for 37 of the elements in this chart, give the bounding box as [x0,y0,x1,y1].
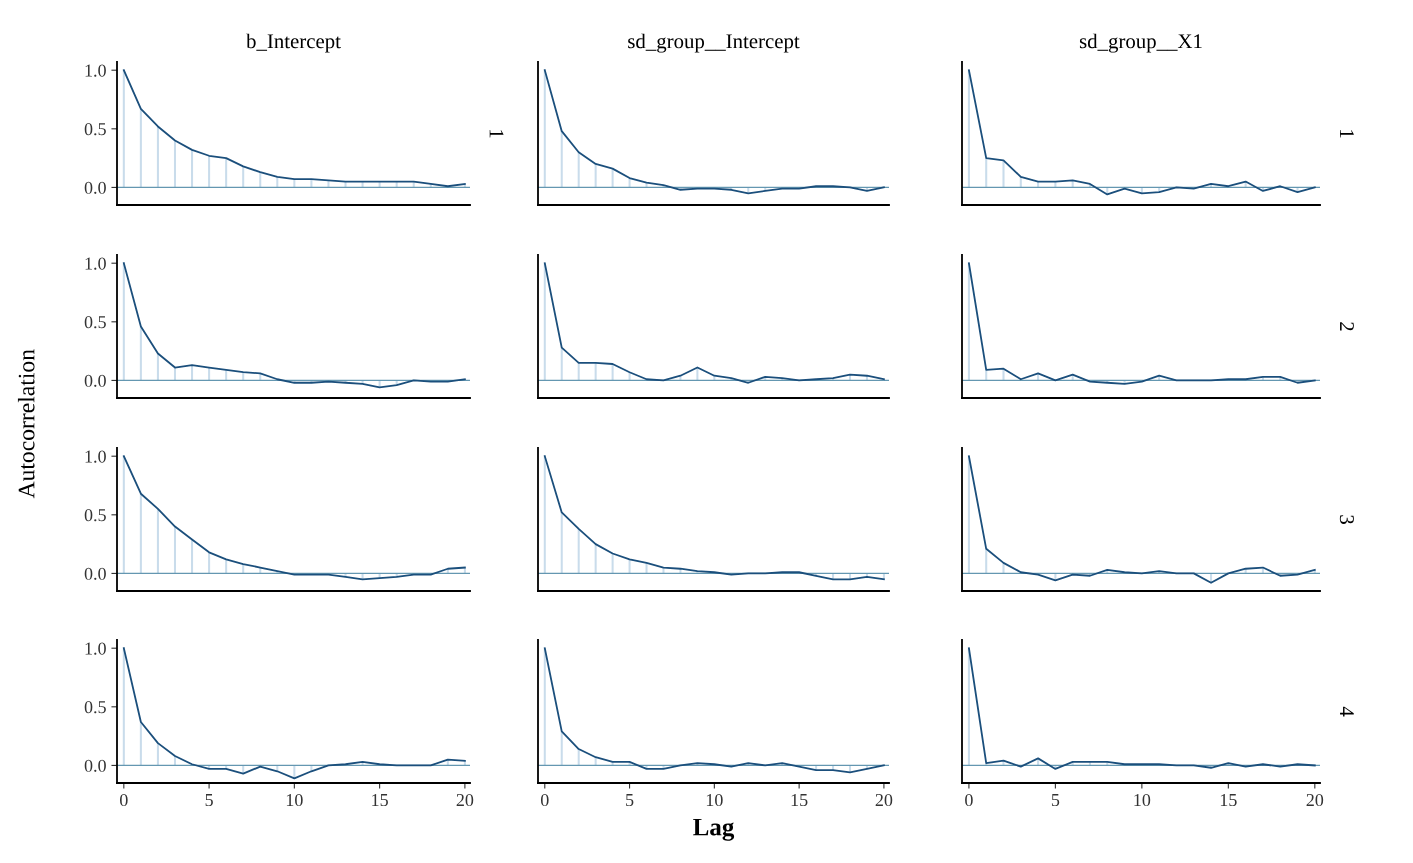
y-tick-label: 0.5 [84,123,106,136]
chart-title: sd_group__X1 [1079,33,1202,53]
x-tick-label: 10 [706,793,723,807]
y-tick-label: 1.0 [85,642,106,655]
x-tick-label: 0 [965,793,973,807]
chart-title: sd_group__Intercept [628,33,800,53]
y-tick-label: 0.0 [84,181,106,194]
x-axis-title: Lag [693,818,735,841]
y-tick-label: 1.0 [85,257,106,270]
y-tick-label: 0.0 [84,567,106,580]
x-tick-label: 5 [626,794,634,807]
y-tick-label: 0.5 [84,316,106,329]
x-tick-label: 15 [791,794,808,807]
y-tick-label: 0.5 [84,701,106,714]
y-tick-label: 0.0 [84,374,106,387]
y-tick-label: 1.0 [85,64,106,77]
chart-title: b_Intercept [246,33,341,53]
x-tick-label: 5 [205,794,213,807]
y-tick-label: 1.0 [85,450,106,463]
y-tick-label: 0.0 [84,759,106,772]
y2-axis-title: 1 [1340,130,1354,138]
x-tick-label: 10 [1134,793,1151,807]
y-axis-title: Autocorrelation [17,349,35,499]
y2-axis-title: 3 [1339,515,1354,524]
x-tick-label: 20 [456,793,474,807]
y2-axis-title: 4 [1340,706,1354,717]
y-tick-label: 0.5 [84,509,106,522]
x-tick-label: 15 [1220,794,1237,807]
x-tick-label: 0 [540,793,549,807]
x-tick-label: 0 [120,793,128,807]
x-tick-label: 5 [1051,794,1060,807]
x-tick-label: 20 [1306,793,1324,807]
y2-axis-title: 1 [489,130,504,138]
x-tick-label: 10 [286,793,303,807]
x-tick-label: 20 [875,793,893,807]
x-tick-label: 15 [372,794,388,807]
y2-axis-title: 2 [1340,322,1354,331]
